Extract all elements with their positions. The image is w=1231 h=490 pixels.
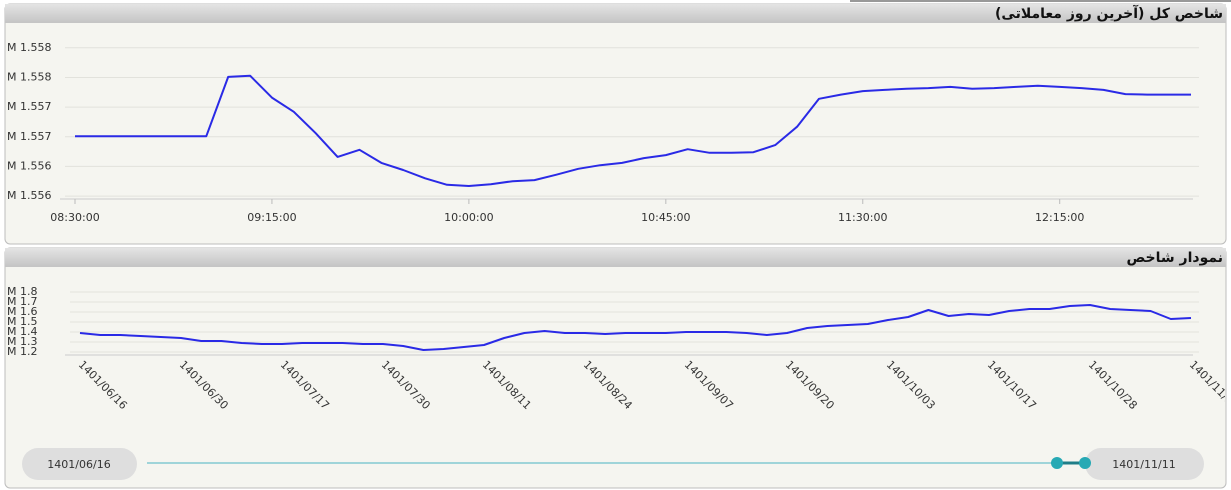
end-handle[interactable] bbox=[1079, 457, 1091, 469]
range-slider[interactable]: 1401/06/16 1401/11/11 bbox=[22, 448, 1204, 480]
y-tick-label: M 1.557 bbox=[7, 100, 51, 113]
y-tick-label: M 1.8 bbox=[7, 285, 37, 298]
start-handle[interactable] bbox=[1051, 457, 1063, 469]
panel-title: شاخص کل (آخرین روز معاملاتی) bbox=[995, 4, 1223, 22]
start-date: 1401/06/16 bbox=[47, 458, 110, 471]
panel: شاخص کل (آخرین روز معاملاتی) bbox=[4, 3, 1227, 245]
index-line bbox=[79, 304, 1192, 351]
x-tick-label: 12:15:00 bbox=[1035, 211, 1084, 224]
y-tick-label: M 1.6 bbox=[7, 305, 37, 318]
index-line bbox=[75, 74, 1191, 187]
end-date: 1401/11/11 bbox=[1112, 458, 1175, 471]
x-tick-label: 10:45:00 bbox=[641, 211, 690, 224]
panel: نمودار شاخص bbox=[4, 247, 1227, 489]
start-pill bbox=[22, 448, 137, 480]
x-tick-label: 09:15:00 bbox=[247, 211, 296, 224]
y-tick-label: M 1.2 bbox=[7, 345, 37, 358]
x-tick-label: 08:30:00 bbox=[50, 211, 99, 224]
y-tick-label: M 1.558 bbox=[7, 41, 51, 54]
panel-body bbox=[4, 3, 1227, 245]
x-tick-label: 11:30:00 bbox=[838, 211, 887, 224]
y-tick-label: M 1.5 bbox=[7, 315, 37, 328]
y-tick-label: M 1.3 bbox=[7, 335, 37, 348]
panel-header bbox=[5, 248, 1226, 267]
y-tick-label: M 1.558 bbox=[7, 70, 51, 83]
y-tick-label: M 1.556 bbox=[7, 189, 51, 202]
end-pill bbox=[1085, 448, 1204, 480]
x-tick-label: 10:00:00 bbox=[444, 211, 493, 224]
y-tick-label: M 1.4 bbox=[7, 325, 37, 338]
y-tick-label: M 1.7 bbox=[7, 295, 37, 308]
y-tick-label: M 1.556 bbox=[7, 159, 51, 172]
y-tick-label: M 1.557 bbox=[7, 130, 51, 143]
panel-header bbox=[5, 4, 1226, 23]
panel-title: نمودار شاخص bbox=[1126, 250, 1223, 266]
intraday-chart: M 1.556 M 1.556 M 1.557 M 1.557 M 1.558 M 1.5… bbox=[7, 41, 1199, 224]
